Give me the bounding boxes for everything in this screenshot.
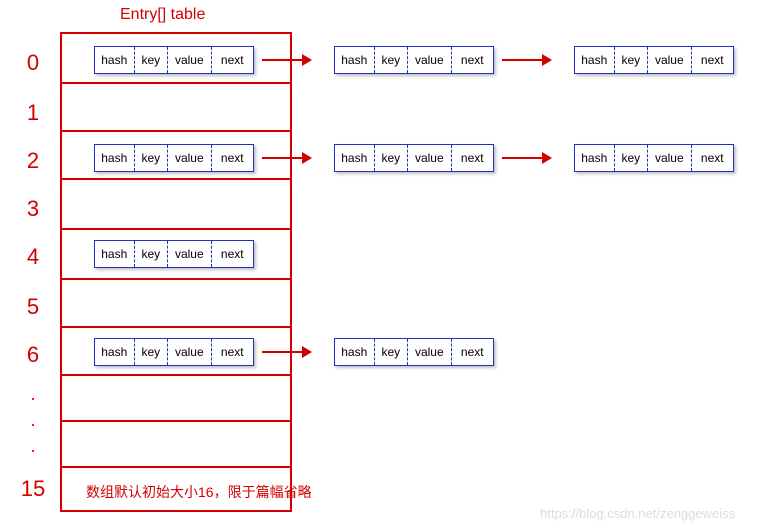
entry-cell-hash: hash xyxy=(575,47,615,73)
next-arrow xyxy=(262,346,312,358)
entry-node: hashkeyvaluenext xyxy=(94,46,254,74)
entry-cell-hash: hash xyxy=(95,145,135,171)
entry-cell-next: next xyxy=(212,339,253,365)
entry-cell-next: next xyxy=(212,241,253,267)
row-divider xyxy=(60,228,292,230)
entry-node: hashkeyvaluenext xyxy=(574,144,734,172)
watermark: https://blog.csdn.net/zenggeweiss xyxy=(540,506,735,521)
entry-cell-hash: hash xyxy=(335,145,375,171)
entry-cell-next: next xyxy=(692,47,733,73)
entry-cell-key: key xyxy=(135,47,169,73)
entry-cell-hash: hash xyxy=(575,145,615,171)
entry-cell-next: next xyxy=(212,47,253,73)
entry-node: hashkeyvaluenext xyxy=(574,46,734,74)
entry-cell-next: next xyxy=(452,47,493,73)
entry-cell-key: key xyxy=(615,47,649,73)
entry-cell-key: key xyxy=(135,145,169,171)
index-label: . xyxy=(18,436,48,457)
entry-node: hashkeyvaluenext xyxy=(334,46,494,74)
next-arrow xyxy=(262,152,312,164)
row-divider xyxy=(60,326,292,328)
index-label: 3 xyxy=(18,196,48,222)
entry-cell-value: value xyxy=(168,47,211,73)
entry-cell-value: value xyxy=(408,47,451,73)
row-divider xyxy=(60,82,292,84)
entry-cell-value: value xyxy=(408,339,451,365)
entry-cell-key: key xyxy=(375,339,409,365)
index-label: 1 xyxy=(18,100,48,126)
entry-cell-value: value xyxy=(408,145,451,171)
index-label: 0 xyxy=(18,50,48,76)
row-divider xyxy=(60,130,292,132)
next-arrow xyxy=(502,152,552,164)
table-border xyxy=(60,32,292,512)
row-divider xyxy=(60,374,292,376)
entry-cell-next: next xyxy=(692,145,733,171)
entry-cell-key: key xyxy=(135,241,169,267)
entry-cell-hash: hash xyxy=(95,47,135,73)
entry-cell-hash: hash xyxy=(95,241,135,267)
index-label: 15 xyxy=(18,476,48,502)
entry-node: hashkeyvaluenext xyxy=(94,144,254,172)
index-label: . xyxy=(18,384,48,405)
entry-cell-value: value xyxy=(168,145,211,171)
entry-cell-hash: hash xyxy=(335,339,375,365)
entry-cell-key: key xyxy=(615,145,649,171)
entry-cell-value: value xyxy=(168,241,211,267)
entry-node: hashkeyvaluenext xyxy=(334,338,494,366)
entry-node: hashkeyvaluenext xyxy=(334,144,494,172)
entry-node: hashkeyvaluenext xyxy=(94,240,254,268)
row-divider xyxy=(60,178,292,180)
entry-cell-key: key xyxy=(375,145,409,171)
row-divider xyxy=(60,278,292,280)
entry-cell-value: value xyxy=(648,47,691,73)
footer-note: 数组默认初始大小16，限于篇幅省略 xyxy=(86,482,312,502)
entry-cell-key: key xyxy=(135,339,169,365)
entry-cell-value: value xyxy=(168,339,211,365)
row-divider xyxy=(60,466,292,468)
entry-cell-next: next xyxy=(452,339,493,365)
index-label: 5 xyxy=(18,294,48,320)
next-arrow xyxy=(262,54,312,66)
entry-cell-hash: hash xyxy=(335,47,375,73)
diagram-title: Entry[] table xyxy=(120,6,205,24)
entry-cell-key: key xyxy=(375,47,409,73)
entry-cell-next: next xyxy=(212,145,253,171)
index-label: . xyxy=(18,410,48,431)
index-label: 4 xyxy=(18,244,48,270)
index-label: 6 xyxy=(18,342,48,368)
row-divider xyxy=(60,420,292,422)
entry-cell-value: value xyxy=(648,145,691,171)
entry-node: hashkeyvaluenext xyxy=(94,338,254,366)
next-arrow xyxy=(502,54,552,66)
entry-cell-hash: hash xyxy=(95,339,135,365)
entry-cell-next: next xyxy=(452,145,493,171)
index-label: 2 xyxy=(18,148,48,174)
